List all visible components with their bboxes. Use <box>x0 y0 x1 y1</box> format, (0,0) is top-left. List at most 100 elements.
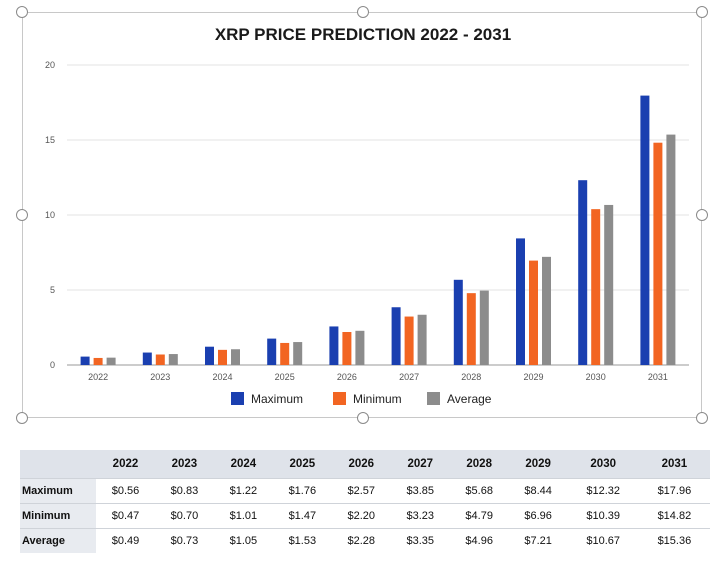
table-header-cell: 2026 <box>331 450 391 479</box>
x-tick-label: 2031 <box>648 372 668 382</box>
resize-handle-bottom-right[interactable] <box>696 412 708 424</box>
bar-minimum <box>591 209 601 365</box>
bar-maximum <box>142 352 152 365</box>
table-cell: $0.47 <box>96 503 155 529</box>
legend-swatch <box>333 392 346 405</box>
table-corner <box>20 450 96 479</box>
bar-minimum <box>404 316 414 365</box>
table-header-cell: 2024 <box>213 450 273 479</box>
bar-minimum <box>653 142 663 365</box>
table-cell: $0.56 <box>96 478 155 504</box>
legend-label: Average <box>447 392 492 406</box>
bar-average <box>231 349 240 365</box>
table-cell: $3.23 <box>390 503 450 529</box>
bar-minimum <box>342 332 352 365</box>
chart-title: XRP PRICE PREDICTION 2022 - 2031 <box>215 25 511 44</box>
table-cell: $2.20 <box>331 503 391 529</box>
resize-handle-right[interactable] <box>696 209 708 221</box>
table-row: Maximum $0.56 $0.83 $1.22 $1.76 $2.57 $3… <box>20 478 710 504</box>
table-cell: $10.67 <box>567 528 639 553</box>
table-cell: $10.39 <box>567 503 639 529</box>
bar-maximum <box>453 279 463 365</box>
bar-average <box>542 256 551 365</box>
x-tick-label: 2030 <box>586 372 606 382</box>
table-cell: $4.96 <box>449 528 509 553</box>
chart-frame[interactable]: XRP PRICE PREDICTION 2022 - 2031 0 5 10 15 20… <box>22 12 702 418</box>
legend-label: Maximum <box>251 392 303 406</box>
table-header-row: 2022 2023 2024 2025 2026 2027 2028 2029 … <box>20 450 710 479</box>
bar-minimum <box>155 354 165 365</box>
bar-maximum <box>516 238 525 365</box>
table-header-cell: 2029 <box>508 450 568 479</box>
row-label: Average <box>20 528 96 553</box>
row-label: Maximum <box>20 478 96 504</box>
table-cell: $0.73 <box>154 528 214 553</box>
y-tick-label: 20 <box>45 60 55 70</box>
table-header-cell: 2030 <box>567 450 639 479</box>
table-cell: $3.35 <box>390 528 450 553</box>
bar-average <box>604 204 614 365</box>
table-header-cell: 2023 <box>154 450 214 479</box>
row-label: Minimum <box>20 503 96 529</box>
bar-minimum <box>280 342 290 365</box>
table-cell: $15.36 <box>638 528 710 553</box>
x-tick-label: 2028 <box>461 372 481 382</box>
bar-average <box>417 314 427 365</box>
table-header-cell: 2031 <box>638 450 710 479</box>
x-tick-label: 2026 <box>337 372 357 382</box>
bar-maximum <box>205 346 214 365</box>
bar-average <box>355 330 365 365</box>
x-tick-label: 2029 <box>523 372 543 382</box>
resize-handle-top-left[interactable] <box>16 6 28 18</box>
bar-maximum <box>80 356 90 365</box>
bar-minimum <box>218 349 227 365</box>
table-cell: $1.01 <box>213 503 273 529</box>
bar-minimum <box>93 357 103 365</box>
table-cell: $2.57 <box>331 478 391 504</box>
bar-chart: XRP PRICE PREDICTION 2022 - 2031 0 5 10 15 20… <box>45 25 689 406</box>
table-cell: $0.70 <box>154 503 214 529</box>
table-cell: $5.68 <box>449 478 509 504</box>
x-tick-label: 2022 <box>88 372 108 382</box>
y-tick-label: 15 <box>45 135 55 145</box>
data-table-wrap: 2022 2023 2024 2025 2026 2027 2028 2029 … <box>20 450 710 553</box>
x-tick-label: 2023 <box>150 372 170 382</box>
bar-average <box>293 342 303 365</box>
bar-minimum <box>529 260 538 365</box>
table-cell: $4.79 <box>449 503 509 529</box>
table-cell: $1.76 <box>272 478 332 504</box>
resize-handle-top-right[interactable] <box>696 6 708 18</box>
bar-average <box>168 354 178 365</box>
bar-maximum <box>329 326 339 365</box>
table-row: Average $0.49 $0.73 $1.05 $1.53 $2.28 $3… <box>20 528 710 553</box>
legend-swatch <box>231 392 244 405</box>
table-row: Minimum $0.47 $0.70 $1.01 $1.47 $2.20 $3… <box>20 503 710 529</box>
bar-maximum <box>640 95 650 365</box>
resize-handle-bottom-left[interactable] <box>16 412 28 424</box>
data-table: 2022 2023 2024 2025 2026 2027 2028 2029 … <box>20 450 710 553</box>
resize-handle-left[interactable] <box>16 209 28 221</box>
bar-average <box>106 357 116 365</box>
bar-average <box>479 290 489 365</box>
bar-minimum <box>466 293 476 365</box>
resize-handle-top[interactable] <box>357 6 369 18</box>
table-cell: $1.05 <box>213 528 273 553</box>
table-header-cell: 2027 <box>390 450 450 479</box>
resize-handle-bottom[interactable] <box>357 412 369 424</box>
table-cell: $1.22 <box>213 478 273 504</box>
table-header-cell: 2025 <box>272 450 332 479</box>
x-tick-label: 2027 <box>399 372 419 382</box>
table-cell: $12.32 <box>567 478 639 504</box>
table-cell: $6.96 <box>508 503 568 529</box>
table-cell: $14.82 <box>638 503 710 529</box>
table-cell: $0.83 <box>154 478 214 504</box>
bar-maximum <box>391 307 401 365</box>
table-cell: $7.21 <box>508 528 568 553</box>
legend-label: Minimum <box>353 392 402 406</box>
table-header-cell: 2022 <box>96 450 155 479</box>
bar-average <box>666 134 676 365</box>
legend-swatch <box>427 392 440 405</box>
table-cell: $1.47 <box>272 503 332 529</box>
y-tick-label: 10 <box>45 210 55 220</box>
x-tick-label: 2025 <box>275 372 295 382</box>
